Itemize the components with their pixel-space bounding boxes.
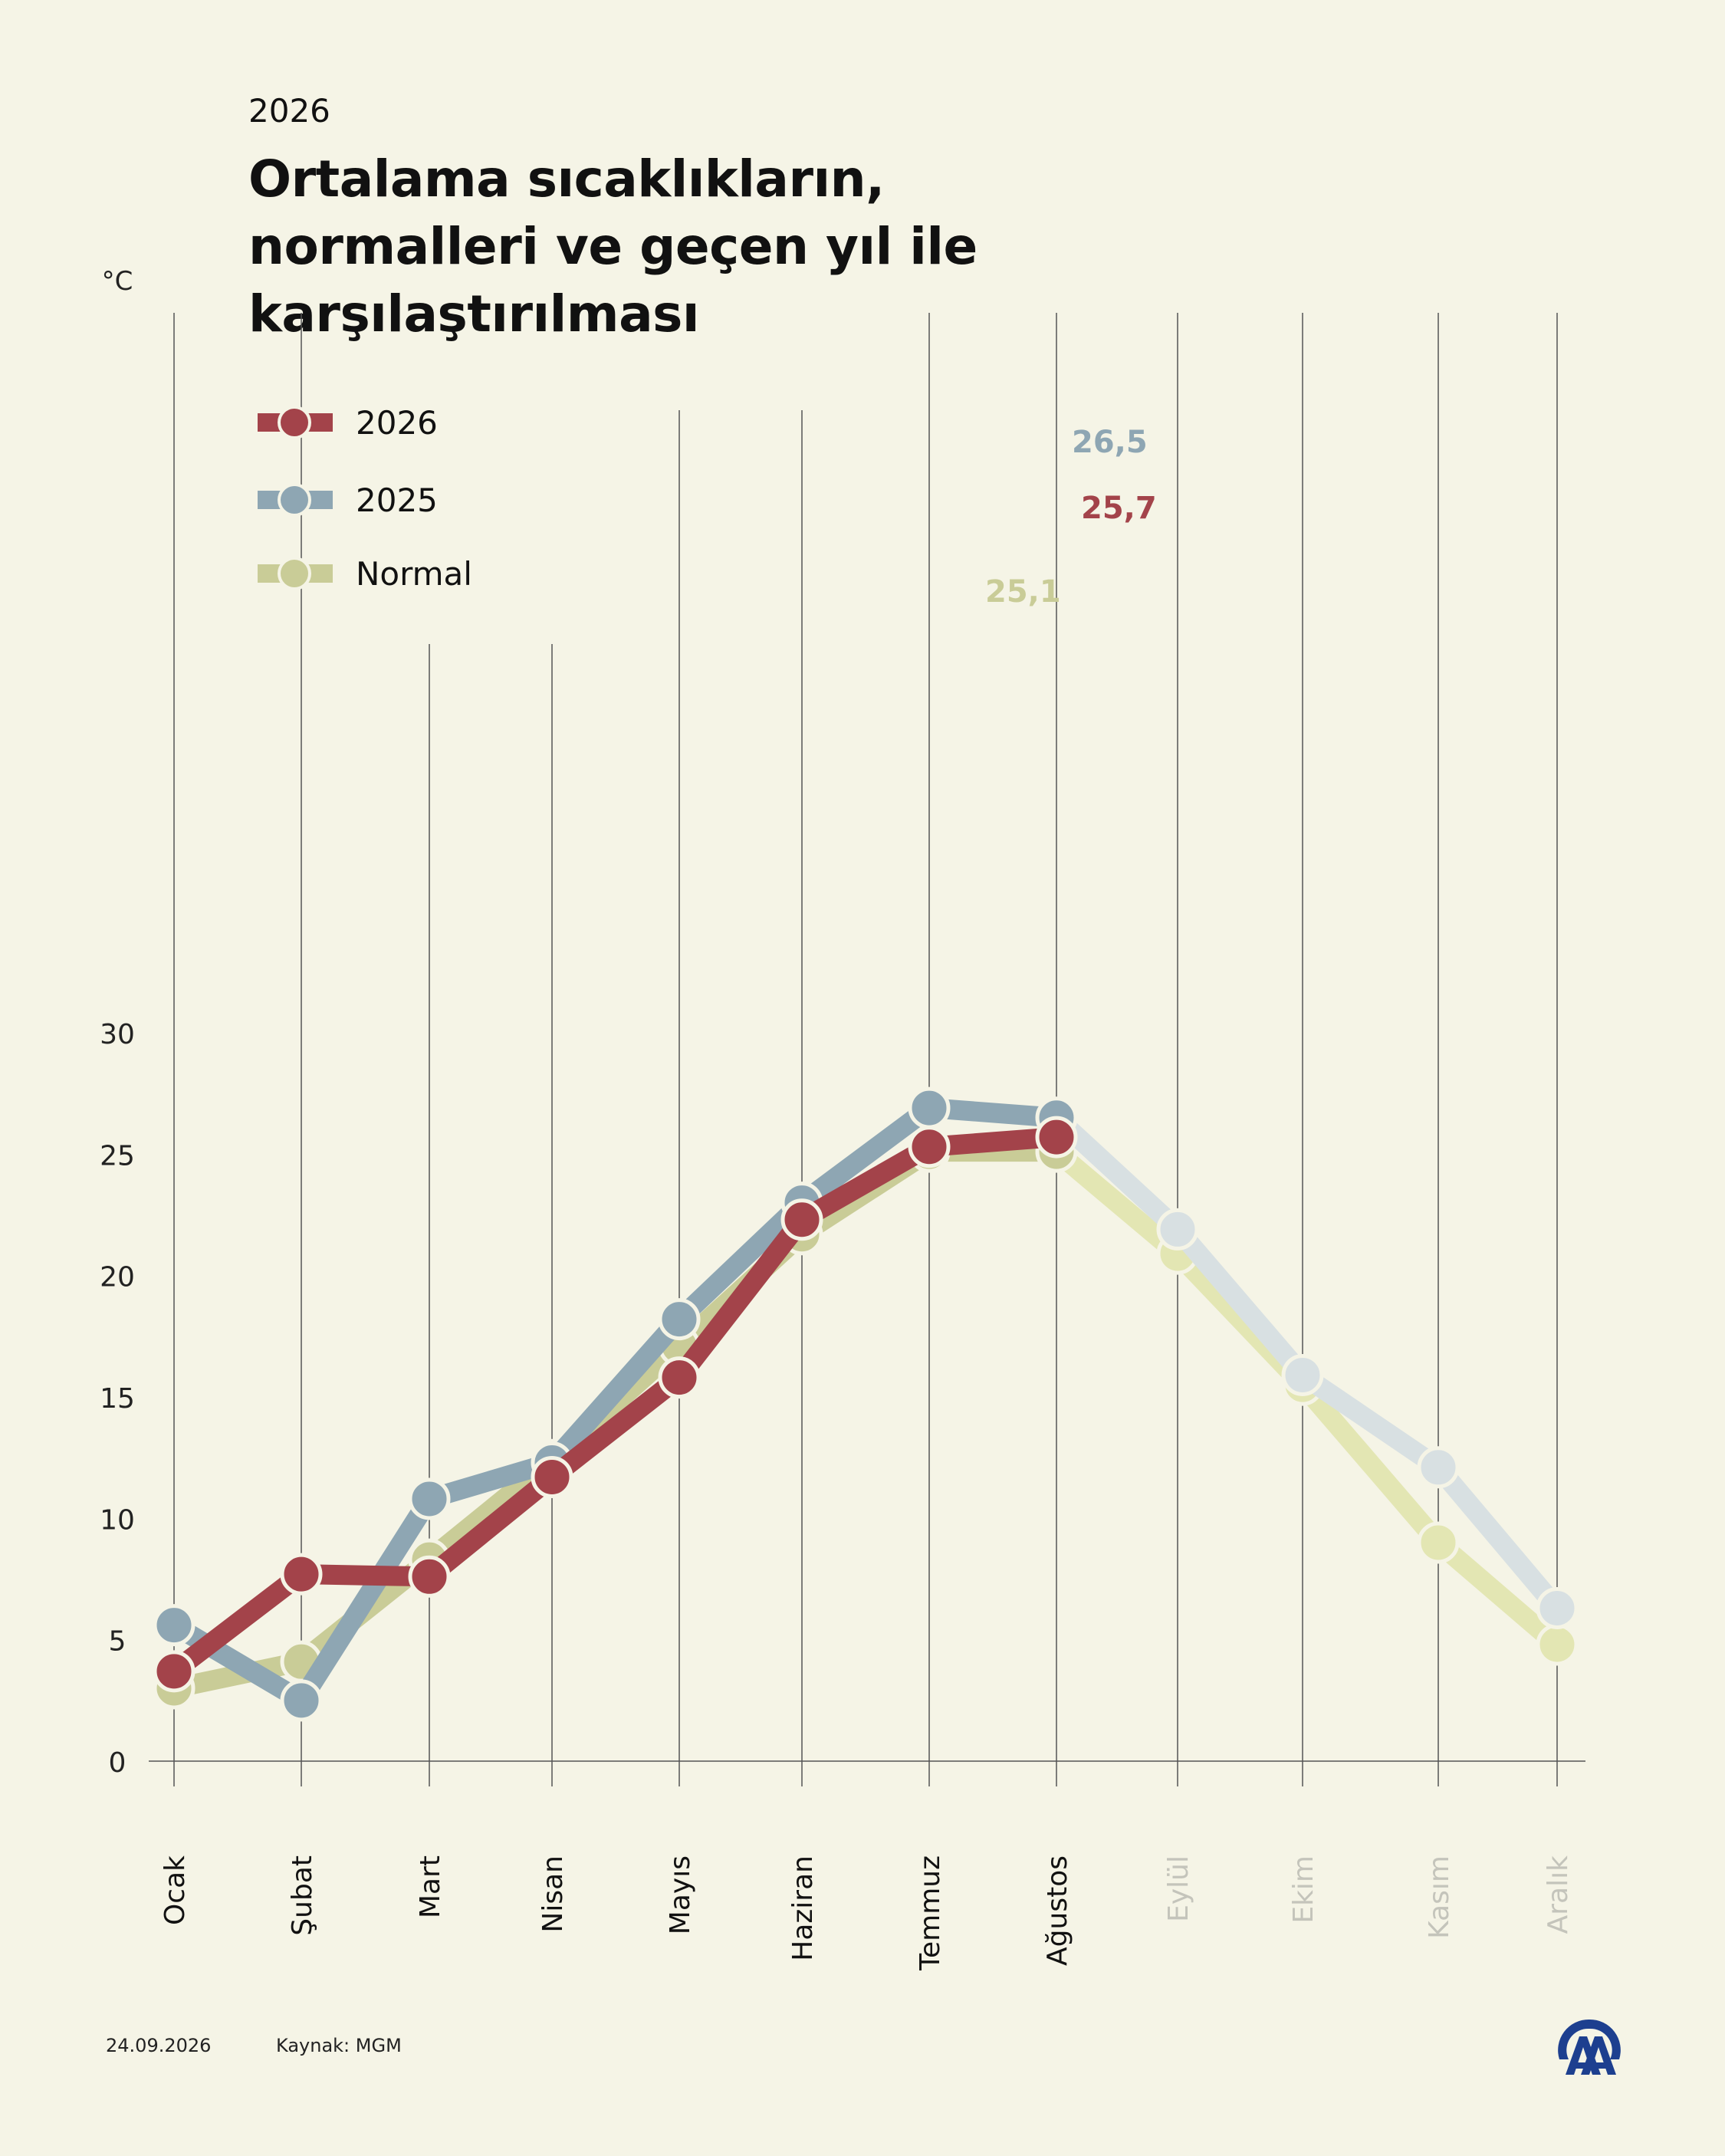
y-tick-label: 30 [100, 1019, 135, 1050]
chart-title: Ortalama sıcaklıkların, normalleri ve ge… [248, 146, 1168, 348]
series-line-segment [164, 1652, 311, 1698]
data-point [1536, 1586, 1579, 1629]
data-point [1417, 1446, 1460, 1489]
legend-label: 2026 [356, 404, 438, 442]
data-point [908, 1086, 951, 1129]
y-tick-label: 10 [100, 1504, 135, 1536]
data-point [1156, 1208, 1199, 1251]
y-tick-label: 5 [109, 1626, 127, 1658]
legend-label: Normal [356, 555, 472, 593]
series-line-segment [291, 1564, 439, 1587]
x-tick-label: Eylül [1163, 1855, 1194, 1922]
series-line-segment [1428, 1532, 1567, 1655]
title-line-1: Ortalama sıcaklıkların, [248, 150, 885, 209]
data-point [280, 1679, 323, 1722]
x-tick-label: Ocak [159, 1855, 191, 1925]
data-point [658, 1298, 701, 1341]
data-point [280, 1553, 323, 1596]
chart-overline: 2026 [248, 92, 330, 130]
series-line-segment [164, 1615, 311, 1711]
x-tick-label: Ağustos [1042, 1855, 1073, 1966]
x-tick-label: Şubat [287, 1855, 318, 1936]
series-line-segment [542, 1309, 689, 1473]
data-point [1035, 1116, 1078, 1159]
data-point [531, 1455, 573, 1498]
data-point [153, 1650, 196, 1693]
series-line-segment [1428, 1457, 1567, 1619]
x-tick-label: Kasım [1424, 1855, 1455, 1939]
series-line-segment [164, 1564, 311, 1681]
x-tick-label: Temmuz [915, 1855, 946, 1971]
data-point [908, 1126, 951, 1168]
y-tick-label: 20 [100, 1262, 135, 1293]
data-point [1417, 1521, 1460, 1564]
series-line-segment [1046, 1142, 1188, 1264]
series-line-segment [1293, 1365, 1448, 1477]
series-line-segment [419, 1467, 562, 1587]
legend-label: 2025 [356, 481, 438, 519]
y-tick-label: 15 [100, 1383, 135, 1415]
series-line-segment [1293, 1375, 1448, 1553]
data-point [658, 1356, 701, 1399]
x-tick-label: Mart [415, 1855, 446, 1918]
series-line-segment [919, 1127, 1066, 1157]
x-tick-label: Aralık [1543, 1855, 1574, 1934]
data-point [408, 1477, 451, 1520]
data-point [408, 1555, 451, 1598]
legend-swatch-dot [278, 406, 311, 439]
y-axis-unit: °C [102, 266, 133, 297]
series-end-label: 26,5 [1072, 425, 1148, 460]
footer-source: Kaynak: MGM [276, 2035, 402, 2056]
series-line-segment [792, 1136, 939, 1230]
series-end-label: 25,7 [1081, 491, 1157, 526]
legend-swatch-dot [278, 557, 311, 590]
data-point [153, 1604, 196, 1647]
series-line-segment [792, 1098, 939, 1213]
x-tick-label: Ekim [1288, 1855, 1319, 1924]
title-line-3: karşılaştırılması [248, 284, 700, 343]
series-line-segment [291, 1488, 439, 1711]
series-line-segment [542, 1367, 689, 1487]
x-tick-label: Haziran [787, 1855, 819, 1961]
series-line-segment [669, 1209, 812, 1388]
legend-swatch-dot [278, 483, 311, 517]
footer-date: 24.09.2026 [106, 2035, 212, 2056]
aa-logo-icon [1558, 2019, 1621, 2075]
data-point [1536, 1623, 1579, 1666]
x-tick-label: Nisan [537, 1855, 569, 1933]
series-line-segment [1168, 1219, 1313, 1385]
series-line-segment [919, 1098, 1066, 1128]
y-tick-label: 25 [100, 1140, 135, 1172]
data-point [1281, 1353, 1324, 1396]
data-point [780, 1198, 823, 1241]
y-tick-label: 0 [109, 1747, 127, 1779]
title-line-2: normalleri ve geçen yıl ile [248, 217, 978, 276]
series-end-label: 25,1 [985, 574, 1061, 610]
x-tick-label: Mayıs [665, 1855, 696, 1934]
series-line-segment [419, 1452, 562, 1509]
